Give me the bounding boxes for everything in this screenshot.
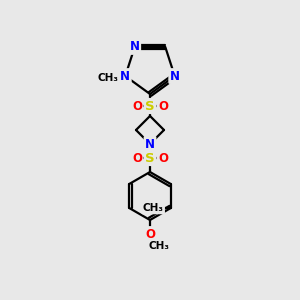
Text: N: N (145, 137, 155, 151)
Text: O: O (132, 100, 142, 112)
Text: N: N (120, 70, 130, 83)
Text: CH₃: CH₃ (98, 73, 119, 83)
Text: O: O (158, 100, 168, 112)
Text: CH₃: CH₃ (148, 241, 170, 251)
Text: S: S (145, 100, 155, 112)
Text: CH₃: CH₃ (143, 203, 164, 213)
Text: O: O (145, 227, 155, 241)
Text: O: O (132, 152, 142, 164)
Text: O: O (158, 152, 168, 164)
Text: N: N (130, 40, 140, 53)
Text: N: N (170, 70, 180, 83)
Text: S: S (145, 152, 155, 164)
